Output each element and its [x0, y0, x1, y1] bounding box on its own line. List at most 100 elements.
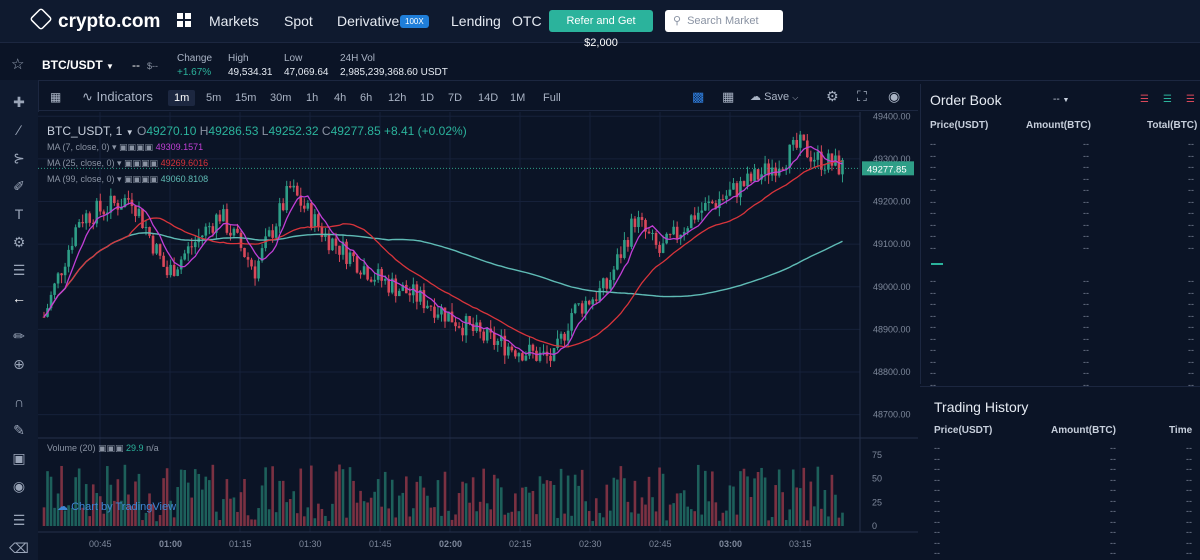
ob-ask-cell: --: [930, 231, 936, 241]
apps-grid-icon[interactable]: [177, 13, 191, 27]
timeframe-6h[interactable]: 6h: [360, 92, 373, 104]
price-axis-label: 49200.00: [873, 197, 911, 207]
candle-body: [215, 214, 218, 233]
timeframe-Full[interactable]: Full: [543, 92, 561, 104]
volume-bar: [521, 487, 524, 526]
back-arrow-icon[interactable]: ←: [12, 290, 26, 306]
volume-bar: [190, 497, 194, 526]
area-style-icon[interactable]: ▦: [722, 89, 735, 104]
price-chart[interactable]: 49400.00 49300.00 49200.00 49100.00 49000.00…: [38, 112, 918, 560]
favorite-star-icon[interactable]: ☆: [11, 56, 25, 73]
magnet-icon[interactable]: ∩: [13, 394, 25, 410]
timeframe-1M[interactable]: 1M: [510, 92, 526, 104]
lock-drawing-icon[interactable]: ✎: [13, 422, 25, 438]
volume-bar: [468, 502, 471, 526]
bars-style-icon[interactable]: ▩: [692, 89, 705, 104]
timeframe-1D[interactable]: 1D: [420, 92, 435, 104]
fork-icon[interactable]: ⊱: [13, 150, 25, 166]
fullscreen-icon[interactable]: ⛶: [857, 88, 867, 104]
volume-bar: [809, 481, 813, 526]
ob-bid-cell: --: [930, 287, 936, 298]
ruler-tools-icon[interactable]: ☰: [12, 262, 26, 278]
lock-icon[interactable]: ▣: [12, 450, 26, 466]
brush-icon[interactable]: ✐: [13, 178, 25, 194]
candle-body: [619, 254, 623, 258]
candle-body: [91, 222, 95, 224]
crosshair-icon[interactable]: ✚: [13, 94, 25, 110]
eye-icon[interactable]: ◉: [12, 478, 26, 494]
drawing-toolbar: [0, 80, 39, 560]
timeframe-30m[interactable]: 30m: [270, 92, 292, 104]
candle-body: [306, 203, 310, 209]
trendline-icon[interactable]: ∕: [17, 122, 21, 138]
view-both-icon[interactable]: ☰: [1140, 94, 1149, 105]
candle-body: [383, 278, 387, 281]
pattern-icon[interactable]: ⚙: [12, 234, 26, 250]
search-input[interactable]: ⚲ Search Market: [665, 10, 783, 32]
cloud-icon: ☁: [750, 91, 761, 103]
volume-bar: [841, 512, 844, 526]
zoom-in-icon[interactable]: ⊕: [13, 356, 25, 372]
nav-derivatives[interactable]: Derivatives: [337, 13, 407, 29]
save-button[interactable]: ☁ Save ⌵: [750, 91, 799, 103]
ob-bid-cell: --: [1188, 299, 1194, 309]
volume-bar: [732, 486, 735, 526]
volume-bar: [197, 473, 201, 526]
volume-bar: [830, 474, 834, 526]
settings-gear-icon[interactable]: ⚙: [826, 88, 839, 104]
precision-select[interactable]: -- ▼: [1053, 94, 1070, 105]
view-asks-icon[interactable]: ☰: [1186, 94, 1195, 105]
candle-body: [222, 209, 225, 222]
measure-icon[interactable]: ✏: [13, 328, 25, 344]
indicators-button[interactable]: ∿ Indicators: [82, 89, 153, 104]
volume-bar: [338, 464, 341, 526]
timeframe-5m[interactable]: 5m: [206, 92, 222, 104]
view-bids-icon[interactable]: ☰: [1163, 94, 1172, 105]
volume-bar: [616, 479, 619, 526]
tradingview-watermark[interactable]: ☁ Chart by TradingView: [57, 501, 177, 513]
th-row-cell: --: [1110, 527, 1116, 537]
candle-body: [616, 254, 619, 270]
text-icon[interactable]: T: [14, 206, 24, 222]
volume-bar: [186, 482, 190, 526]
timeframe-7D[interactable]: 7D: [448, 92, 463, 104]
volume-bar: [711, 471, 714, 526]
nav-otc[interactable]: OTC: [512, 13, 542, 29]
candle-body: [355, 256, 359, 273]
layers-icon[interactable]: ☰: [12, 512, 26, 528]
th-row-cell: --: [1186, 506, 1192, 516]
nav-lending[interactable]: Lending: [451, 13, 501, 29]
volume-bar: [718, 520, 721, 526]
volume-bar: [594, 498, 598, 526]
volume-bar: [63, 510, 67, 526]
candle-body: [232, 228, 236, 236]
timeframe-12h[interactable]: 12h: [388, 92, 407, 104]
volume-bar: [556, 517, 559, 526]
timeframe-1m[interactable]: 1m: [168, 90, 196, 106]
candle-body: [626, 240, 630, 247]
volume-bar: [215, 511, 218, 526]
th-row-cell: --: [1110, 474, 1116, 485]
timeframe-4h[interactable]: 4h: [334, 92, 347, 104]
candle-body: [703, 202, 707, 211]
timeframe-15m[interactable]: 15m: [235, 92, 257, 104]
refer-button[interactable]: Refer and Get $2,000: [549, 10, 653, 49]
timeframe-14D[interactable]: 14D: [478, 92, 499, 104]
timeframe-1h[interactable]: 1h: [306, 92, 319, 104]
crypto-logo[interactable]: crypto.com: [29, 7, 160, 33]
volume-bar: [222, 499, 225, 526]
volume-bar: [148, 493, 151, 526]
volume-bar: [633, 480, 637, 526]
candle-body: [570, 313, 573, 331]
pair-selector[interactable]: BTC/USDT ▼: [42, 58, 114, 72]
camera-icon[interactable]: ◉: [888, 88, 901, 104]
trash-icon[interactable]: ⌫: [9, 540, 29, 556]
candle-type-icon[interactable]: ▦: [50, 90, 62, 104]
nav-spot[interactable]: Spot: [284, 13, 313, 29]
nav-markets[interactable]: Markets: [209, 13, 259, 29]
candle-body: [165, 266, 169, 276]
ob-bid-cell: --: [1083, 368, 1089, 378]
volume-bar: [626, 501, 630, 526]
time-axis-label: 02:15: [509, 539, 532, 549]
volume-bar: [760, 467, 763, 526]
